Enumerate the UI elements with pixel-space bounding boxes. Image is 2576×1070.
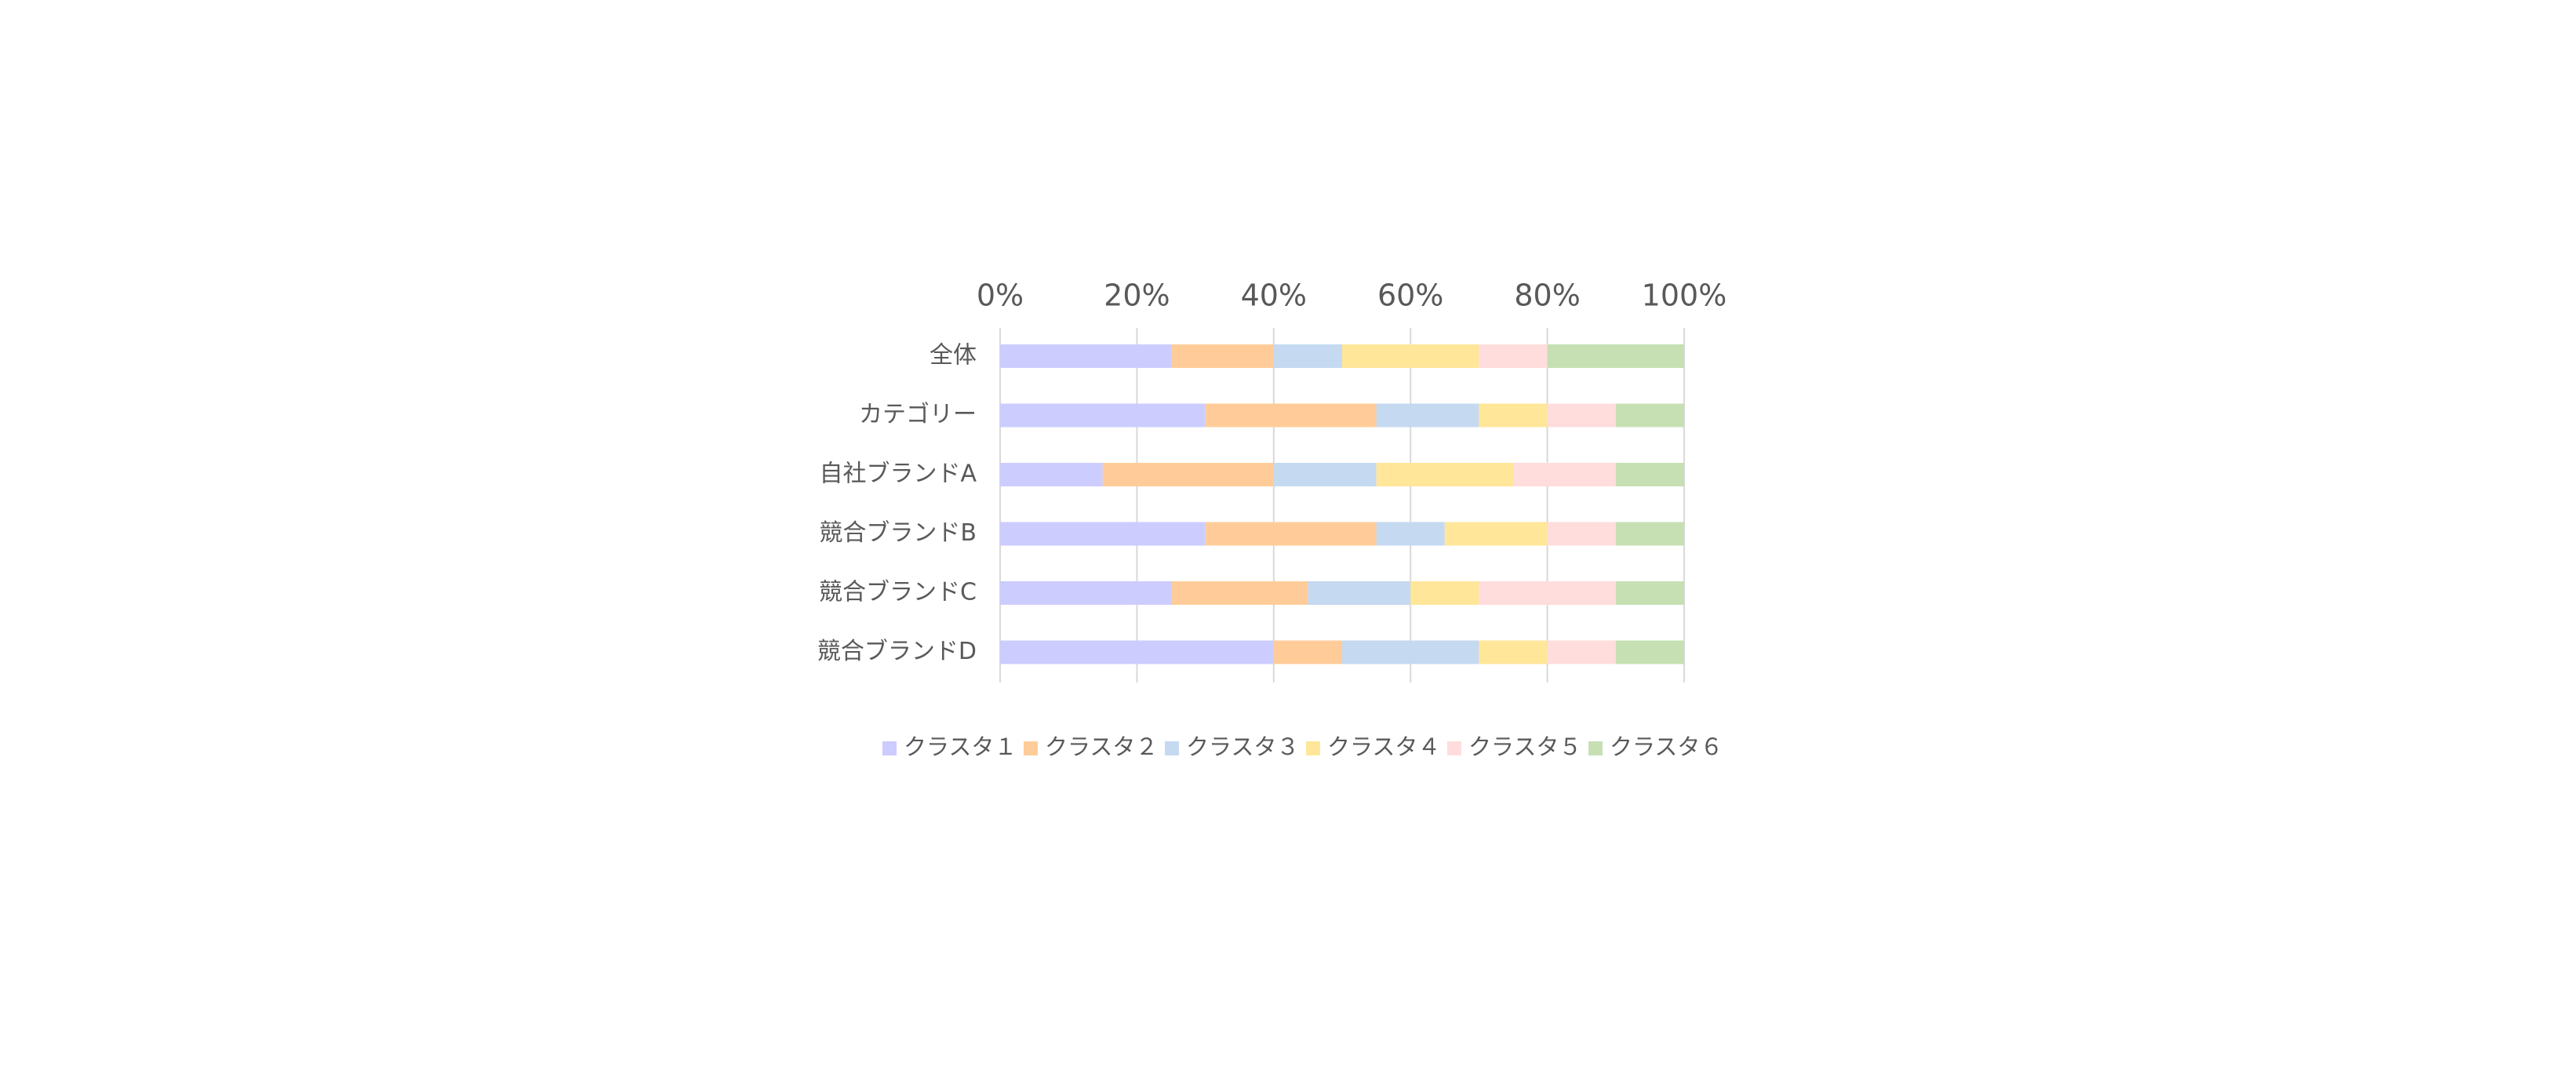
legend-label: クラスタ４ (1327, 733, 1440, 760)
x-tick-label: 40% (1241, 278, 1307, 313)
bar-segment (1342, 344, 1479, 368)
bar-segment (1273, 640, 1342, 664)
bar-segment (1479, 581, 1616, 605)
x-tick-label: 80% (1514, 278, 1580, 313)
legend-swatch (1024, 741, 1038, 755)
bar-segment (1000, 640, 1274, 664)
legend-item: クラスタ４ (1306, 733, 1440, 760)
bar-segment (1547, 522, 1616, 546)
bar-segment (1000, 581, 1171, 605)
bar-segment (1479, 640, 1548, 664)
bar-segment (1615, 640, 1684, 664)
legend-swatch (1165, 741, 1179, 755)
x-tick-label: 100% (1642, 278, 1727, 313)
bar-segment (1000, 463, 1103, 486)
bar-segment (1000, 403, 1206, 428)
bar-segment (1547, 640, 1616, 664)
bar-segment (1171, 344, 1274, 368)
bar-segment (1444, 522, 1548, 546)
bar-segment (1479, 344, 1548, 368)
bar-segment (1615, 522, 1684, 546)
bar-segment (1308, 581, 1411, 605)
legend-swatch (1306, 741, 1320, 755)
legend: クラスタ１ クラスタ２ クラスタ３ クラスタ４ クラスタ５ クラスタ６ (882, 733, 1723, 760)
bar-segment (1547, 403, 1616, 428)
bar-segment (1205, 403, 1377, 428)
bar-segment (1342, 640, 1479, 664)
category-label: 全体 (930, 342, 977, 369)
legend-swatch (1588, 741, 1603, 755)
bar-segment (1205, 522, 1377, 546)
bar-segment (1376, 403, 1479, 428)
bar-segment (1102, 463, 1274, 486)
legend-item: クラスタ５ (1447, 733, 1581, 760)
bar-segment (1376, 522, 1445, 546)
legend-item: クラスタ６ (1588, 733, 1723, 760)
bar-segment (1000, 344, 1171, 368)
bar-segment (1615, 403, 1684, 428)
category-label: 自社ブランドA (819, 460, 977, 488)
legend-label: クラスタ３ (1186, 733, 1299, 760)
bar-segment (1615, 463, 1684, 486)
x-tick-label: 60% (1377, 278, 1443, 313)
bar-segment (1615, 581, 1684, 605)
x-axis-ticks: 0% 20% 40% 60% 80% 100% (977, 278, 1726, 313)
legend-swatch (882, 741, 897, 755)
category-label: 競合ブランドD (817, 638, 977, 665)
legend-label: クラスタ６ (1610, 733, 1723, 760)
legend-label: クラスタ２ (1045, 733, 1158, 760)
legend-item: クラスタ１ (882, 733, 1017, 760)
bar-segment (1171, 581, 1308, 605)
bar-segment (1376, 463, 1513, 486)
legend-item: クラスタ３ (1165, 733, 1299, 760)
bar-segment (1410, 581, 1479, 605)
x-tick-label: 20% (1104, 278, 1170, 313)
bar-segment (1547, 344, 1684, 368)
x-tick-label: 0% (977, 278, 1024, 313)
bar-segment (1273, 463, 1377, 486)
bar-segment (1273, 344, 1342, 368)
category-label: カテゴリー (859, 401, 977, 428)
legend-label: クラスタ５ (1468, 733, 1581, 760)
category-label: 競合ブランドB (819, 519, 977, 547)
bars (1000, 344, 1684, 664)
legend-label: クラスタ１ (904, 733, 1017, 760)
legend-item: クラスタ２ (1024, 733, 1158, 760)
legend-swatch (1447, 741, 1461, 755)
gridlines (999, 328, 1685, 682)
bar-segment (1513, 463, 1616, 486)
bar-segment (1000, 522, 1206, 546)
category-label: 競合ブランドC (819, 579, 977, 606)
bar-segment (1479, 403, 1548, 428)
